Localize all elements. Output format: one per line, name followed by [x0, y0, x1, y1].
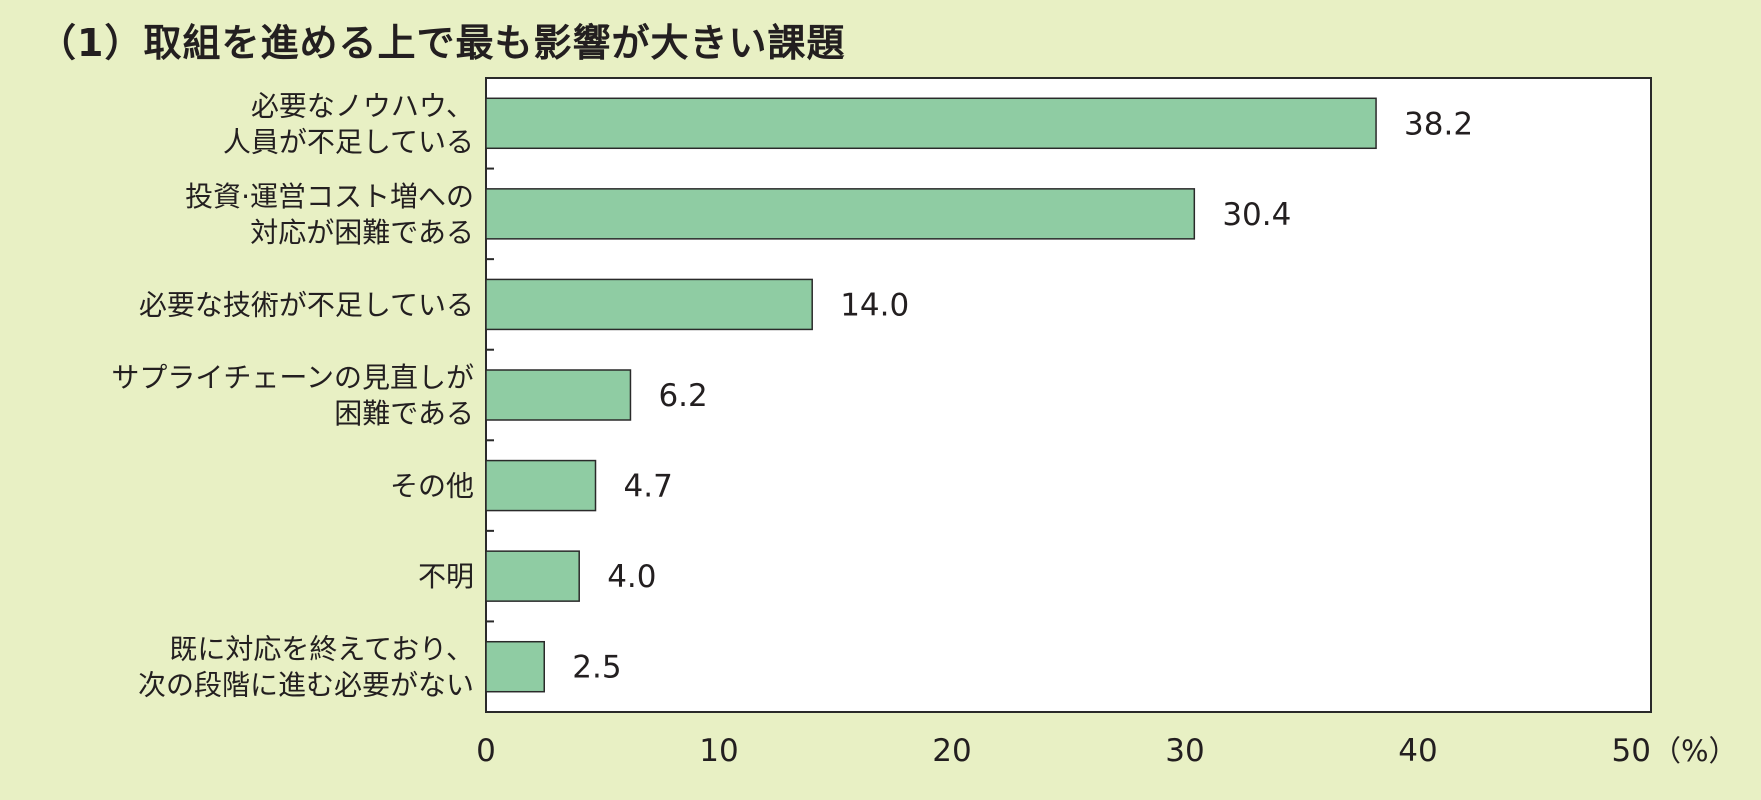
x-tick-label: 10 — [699, 733, 738, 769]
bar — [485, 640, 545, 693]
bar-value-label: 14.0 — [840, 287, 909, 323]
bar-value-label: 38.2 — [1404, 106, 1473, 142]
category-label: 既に対応を終えており、 — [169, 633, 474, 666]
bar — [485, 459, 597, 512]
category-label: 投資·運営コスト増への — [185, 180, 474, 213]
x-tick-label: 30 — [1165, 733, 1204, 769]
value-labels-group: 38.2 30.4 14.0 6.2 4.7 4.0 2.5 — [572, 106, 1473, 685]
category-label: その他 — [390, 470, 474, 503]
x-tick-label: 40 — [1398, 733, 1437, 769]
bar — [485, 188, 1196, 240]
chart-title: （1）取組を進める上で最も影響が大きい課題 — [38, 21, 846, 65]
category-label: サプライチェーンの見直しが — [111, 361, 474, 394]
bar-value-label: 4.7 — [624, 469, 673, 505]
category-label: 必要なノウハウ、 — [251, 89, 474, 122]
bar-value-label: 2.5 — [572, 650, 621, 686]
x-axis-unit-label: （%） — [1652, 734, 1738, 768]
category-label: 必要な技術が不足している — [139, 288, 474, 321]
bar-value-label: 30.4 — [1222, 197, 1291, 233]
bar-value-label: 6.2 — [658, 378, 707, 414]
category-label: 人員が不足している — [223, 125, 474, 158]
bar — [485, 97, 1377, 150]
category-labels-group: 必要なノウハウ、人員が不足している投資·運営コスト増への対応が困難である必要な技… — [111, 89, 474, 701]
category-label: 次の段階に進む必要がない — [138, 669, 474, 702]
x-tick-label: 0 — [476, 733, 496, 769]
plot-area — [485, 77, 1652, 713]
bar — [485, 550, 580, 602]
category-label: 不明 — [418, 560, 474, 593]
bar-value-label: 4.0 — [607, 559, 656, 595]
bar — [485, 278, 813, 331]
x-tick-label: 50 — [1612, 733, 1651, 769]
x-axis-ticks-group: 0 10 20 30 40 50 — [476, 167, 1651, 769]
bar — [485, 369, 632, 421]
x-tick-label: 20 — [932, 733, 971, 769]
category-label: 対応が困難である — [250, 216, 474, 249]
category-label: 困難である — [334, 397, 474, 430]
bars-group — [485, 97, 1377, 693]
